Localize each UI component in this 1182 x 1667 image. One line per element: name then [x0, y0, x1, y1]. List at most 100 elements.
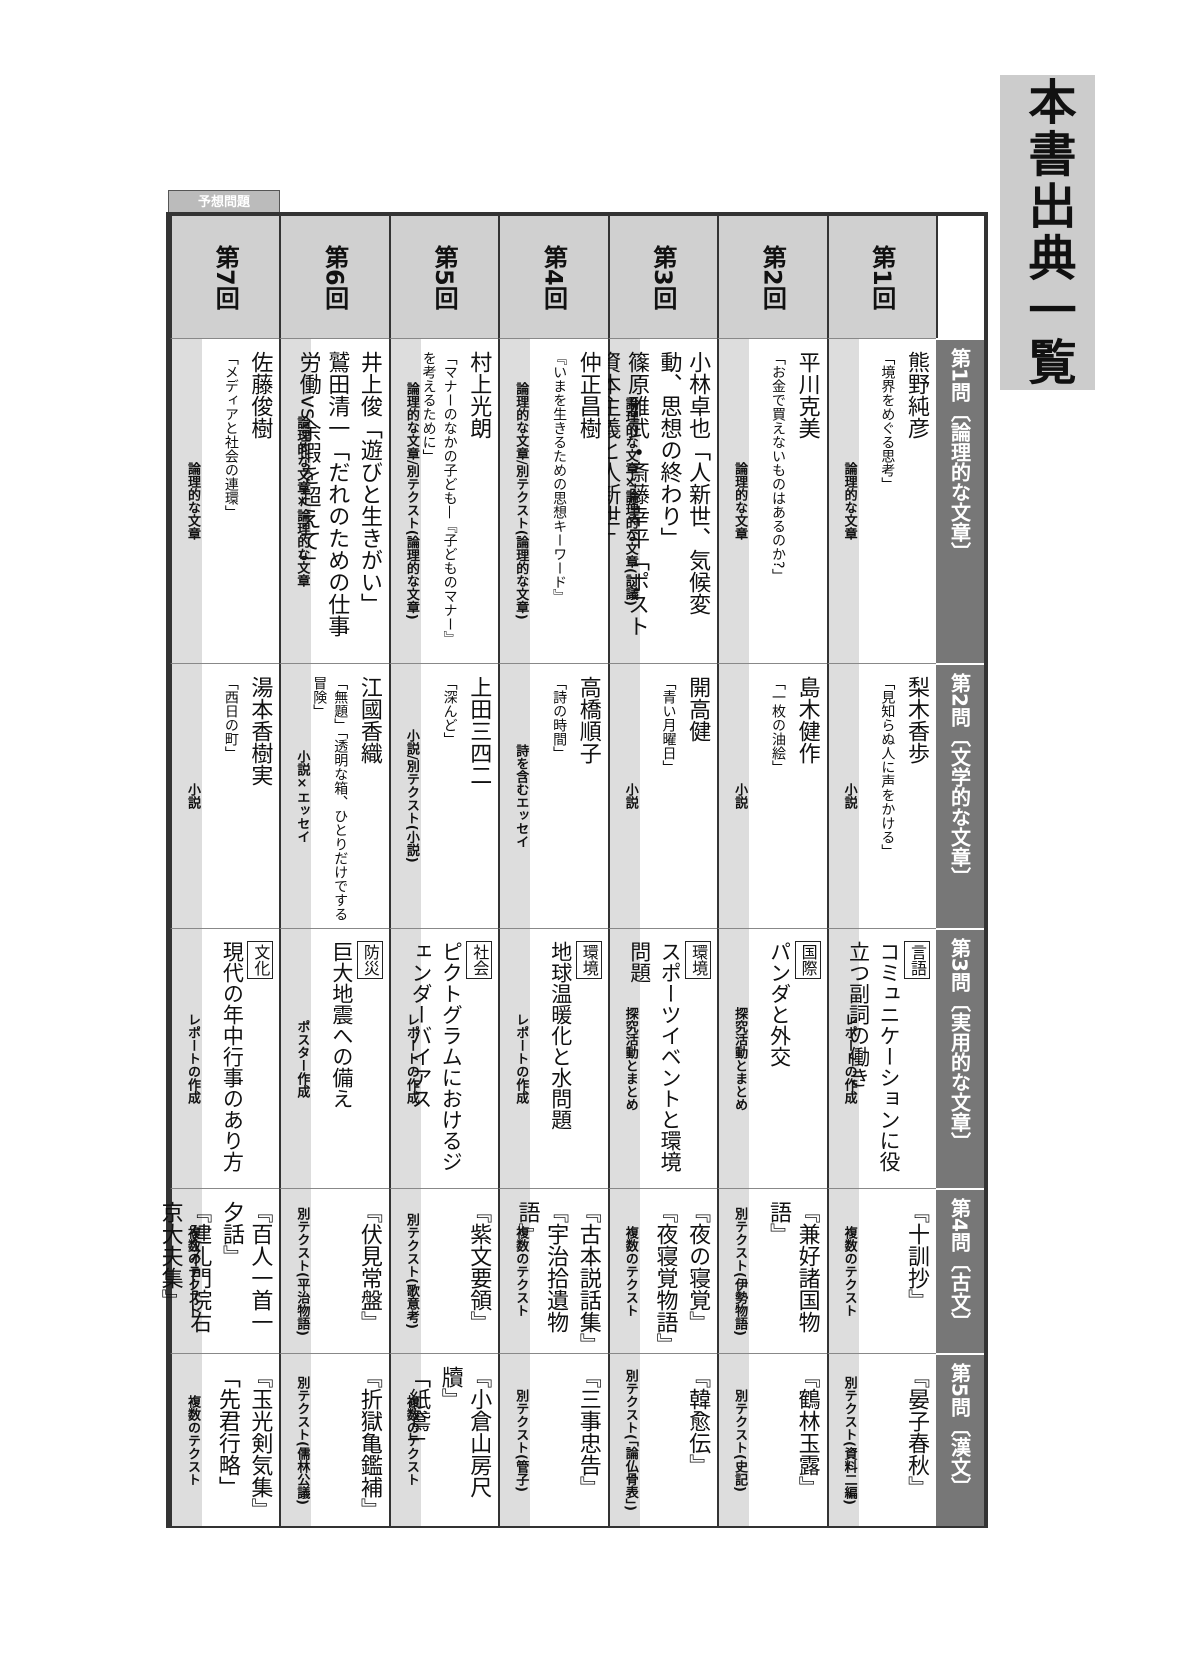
source-content: 『三事忠告』	[532, 1354, 607, 1526]
source-line: 巨大地震への備え	[329, 941, 354, 1109]
question-type: 別テクスト(儒林公議)	[281, 1354, 312, 1526]
source-line: 「無題」「透明な箱、ひとりだけでする冒険」	[311, 676, 349, 921]
question-label: 第2問〔文学的な文章〕	[936, 663, 984, 928]
source-content: 梨木香歩 「見知らぬ人に声をかける」	[861, 664, 936, 928]
source-content: 『兼好諸国物語』	[751, 1189, 826, 1353]
source-content: 言語 コミュニケーションに役立つ副詞の働き	[847, 929, 936, 1188]
source-line: 「メディアと社会の連環」	[222, 351, 239, 519]
question-type: 別テクスト(史記)	[719, 1354, 750, 1526]
source-line: 「境界をめぐる思考」	[879, 351, 896, 491]
source-cell: 小説 島木健作 「一枚の油絵」	[717, 663, 827, 928]
source-line: 小林卓也「人新世、気候変動、思想の終わり」	[656, 351, 711, 615]
source-cell: 複数のテクスト 『小倉山房尺牘』 「紙鳶」	[388, 1353, 499, 1526]
question-type: 論理的な文章×論理的な文章	[281, 339, 312, 663]
source-line: 『兼好諸国物語』	[765, 1201, 820, 1333]
source-content: 仲正昌樹 『いまを生きるための思想キーワード』	[532, 339, 607, 663]
source-cell: 別テクスト(平治物語) 『伏見常盤』	[279, 1188, 389, 1353]
source-content: 国際 パンダと外交	[751, 929, 826, 1188]
source-cell: 別テクスト(「論仏骨表」) 『韓愈伝』	[607, 1353, 718, 1526]
topic-tag: 国際	[794, 941, 821, 979]
question-type: レポートの作成	[390, 929, 421, 1188]
source-content: 『晏子春秋』	[861, 1354, 936, 1526]
source-cell: 論理的な文章×論理的な文章 井上俊「遊びと生きがい」 鷲田清一「だれのための仕事 労…	[279, 338, 389, 663]
source-line: パンダと外交	[767, 941, 792, 1067]
question-label: 第3問〔実用的な文章〕	[936, 928, 984, 1188]
source-line: 仲正昌樹	[575, 351, 601, 439]
source-content: 村上光朗 「マナーのなかの子ども—『子どものマナー』を考えるために」	[421, 339, 498, 663]
source-line: 「青い月曜日」	[660, 676, 677, 774]
source-content: 開高健 「青い月曜日」	[642, 664, 717, 928]
header-corner	[936, 216, 984, 338]
source-cell: 詩を含むエッセイ 高橋順子 「詩の時間」	[498, 663, 608, 928]
question-type: 論理的な文章	[719, 339, 750, 663]
source-line: 『宇治拾遺物語』	[514, 1201, 569, 1333]
source-line: 「お金で買えないものはあるのか?」	[769, 351, 786, 583]
source-cell: 別テクスト(儒林公議) 『折獄亀鑑補』	[279, 1353, 389, 1526]
source-cell: 別テクスト(伊勢物語) 『兼好諸国物語』	[717, 1188, 827, 1353]
source-line: 『玉光剣気集』	[247, 1366, 273, 1520]
source-content: 『古本説話集』 『宇治拾遺物語』	[515, 1189, 607, 1355]
round-header: 第2回	[717, 216, 827, 338]
source-line: 開高健	[685, 676, 711, 742]
source-line: 地球温暖化と水問題	[548, 941, 573, 1130]
question-type: 論理的な文章	[172, 339, 202, 663]
source-line: 「深んど」	[441, 676, 458, 746]
source-content: 環境 地球温暖化と水問題	[532, 929, 607, 1188]
topic-tag: 言語	[903, 941, 930, 979]
question-type: 複数のテクスト	[500, 1189, 531, 1353]
source-cell: 複数のテクスト 『百人一首一夕話』 『建礼門院右京大夫集』	[158, 1188, 280, 1353]
source-line: 「先君行略」	[214, 1366, 240, 1498]
round-header: 第4回	[498, 216, 608, 338]
source-line: 梨木香歩	[903, 676, 929, 764]
source-cell: 別テクスト(管子) 『三事忠告』	[498, 1353, 608, 1526]
topic-tag: 環境	[575, 941, 602, 979]
source-content: 『韓愈伝』	[642, 1354, 717, 1526]
source-cell: 小説 梨木香歩 「見知らぬ人に声をかける」	[826, 663, 936, 928]
question-type: 別テクスト(資料二編)	[828, 1354, 859, 1526]
source-line: 熊野純彦	[903, 351, 929, 439]
question-label: 第1問〔論理的な文章〕	[936, 338, 984, 663]
source-line: 「一枚の油絵」	[769, 676, 786, 774]
question-type: ポスター作成	[281, 929, 312, 1188]
source-line: コミュニケーションに役立つ副詞の働き	[846, 941, 901, 1172]
source-cell: 小説×エッセイ 江國香織 「無題」「透明な箱、ひとりだけでする冒険」	[279, 663, 389, 928]
topic-tag: 環境	[685, 941, 712, 979]
source-line: 「見知らぬ人に声をかける」	[879, 676, 896, 858]
source-content: 『鶴林玉露』	[751, 1354, 826, 1526]
source-line: 『建礼門院右京大夫集』	[157, 1201, 212, 1333]
source-cell: 論理的な文章 熊野純彦 「境界をめぐる思考」	[826, 338, 936, 663]
source-cell: レポートの作成 言語 コミュニケーションに役立つ副詞の働き	[826, 928, 936, 1188]
source-line: 『三事忠告』	[575, 1366, 601, 1498]
question-type: レポートの作成	[500, 929, 531, 1188]
topic-tag: 防災	[356, 941, 383, 979]
topic-tag: 文化	[247, 941, 274, 979]
source-content: 『夜の寝覚』 『夜寝覚物語』	[642, 1189, 717, 1355]
question-type: 別テクスト(管子)	[500, 1354, 531, 1526]
source-cell: 論理的な文章 平川克美 「お金で買えないものはあるのか?」	[717, 338, 827, 663]
round-header: 第3回	[607, 216, 718, 338]
source-content: 『小倉山房尺牘』 「紙鳶」	[405, 1354, 498, 1526]
source-line: 『百人一首一夕話』	[218, 1201, 273, 1333]
question-type: 論理的な文章/別テクスト(論理的な文章)	[390, 339, 421, 663]
source-content: 高橋順子 「詩の時間」	[532, 664, 607, 928]
question-label: 第4問〔古文〕	[936, 1188, 984, 1353]
source-content: 小林卓也「人新世、気候変動、思想の終わり」 篠原雅武・斎藤幸平「ポスト資本主義と人…	[595, 339, 717, 663]
source-content: 『百人一首一夕話』 『建礼門院右京大夫集』	[158, 1189, 279, 1353]
source-cell: 複数のテクスト 『十訓抄』	[826, 1188, 936, 1353]
source-table: 第1回 第2回 第3回 第4回 第5回 第6回 第7回 第1問〔論理的な文章〕 論理的な文章 熊野…	[158, 212, 988, 1528]
question-type: 小説	[828, 664, 859, 928]
source-line: ピクトグラムにおけるジェンダーバイアス	[408, 941, 464, 1172]
source-content: 島木健作 「一枚の油絵」	[751, 664, 826, 928]
source-content: 『十訓抄』	[861, 1189, 936, 1353]
source-content: 佐藤俊樹 「メディアと社会の連環」	[204, 339, 279, 663]
source-cell: 別テクスト(資料二編) 『晏子春秋』	[826, 1353, 936, 1526]
source-content: 『伏見常盤』	[313, 1189, 388, 1353]
source-cell: レポートの作成 環境 地球温暖化と水問題	[498, 928, 608, 1188]
source-content: 熊野純彦 「境界をめぐる思考」	[861, 339, 936, 663]
source-line: 『折獄亀鑑補』	[356, 1366, 382, 1520]
topic-tag: 社会	[466, 941, 493, 979]
source-cell: 小説 湯本香樹実 「西日の町」	[170, 663, 280, 928]
source-line: 「マナーのなかの子ども—『子どものマナー』を考えるために」	[420, 351, 458, 645]
source-content: 江國香織 「無題」「透明な箱、ひとりだけでする冒険」	[311, 664, 388, 928]
source-content: 上田三四二 「深んど」	[423, 664, 498, 928]
